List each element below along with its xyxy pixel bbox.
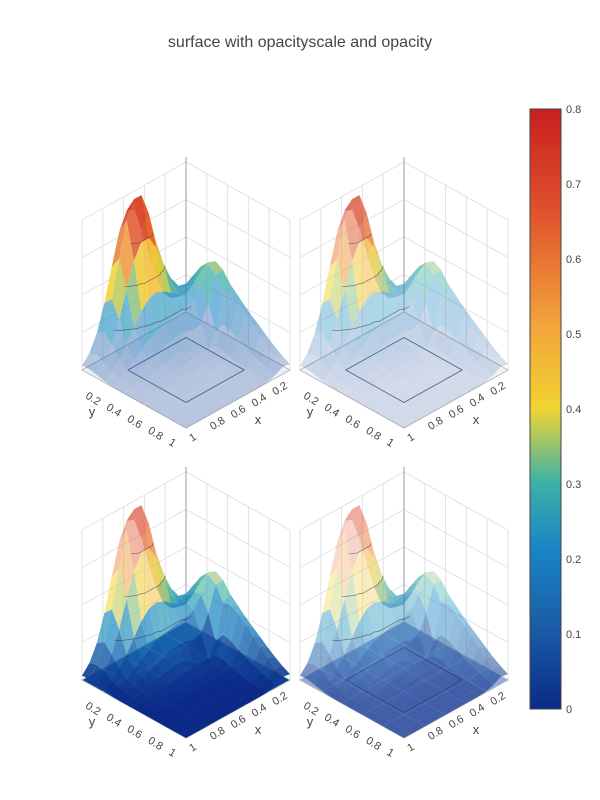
surface-mesh [82, 505, 290, 738]
colorbar-tick-label: 0.3 [566, 479, 581, 491]
colorbar-tick-label: 0.2 [566, 554, 581, 566]
colorbar-gradient [529, 108, 562, 710]
y-axis-title: y [89, 714, 96, 729]
floor-contour [345, 337, 463, 403]
y-tick-label: 0.8 [146, 425, 165, 443]
y-tick-label: 1 [166, 746, 178, 759]
y-axis-title: y [89, 404, 96, 419]
y-tick-label: 0.4 [322, 712, 341, 730]
colorbar-tick-label: 0.6 [566, 254, 581, 266]
y-tick-label: 0.4 [322, 402, 341, 420]
y-tick-label: 0.6 [343, 413, 362, 431]
x-tick-label: 0.6 [447, 403, 466, 421]
y-tick-label: 0.6 [125, 413, 144, 431]
x-tick-label: 0.4 [468, 391, 487, 409]
y-tick-label: 0.8 [364, 425, 383, 443]
x-tick-label: 0.2 [270, 690, 289, 708]
y-tick-label: 0.8 [364, 735, 383, 753]
x-tick-label: 0.2 [488, 690, 507, 708]
y-axis-title: y [307, 404, 314, 419]
x-tick-label: 0.4 [250, 701, 269, 719]
x-tick-label: 0.6 [229, 403, 248, 421]
x-tick-label: 0.6 [229, 713, 248, 731]
y-tick-label: 0.4 [104, 402, 123, 420]
x-axis-title: x [473, 412, 480, 427]
x-tick-label: 0.2 [488, 380, 507, 398]
x-axis-title: x [255, 722, 262, 737]
colorbar-ticks: 0 0.1 0.2 0.3 0.4 0.5 0.6 0.7 0.8 [566, 104, 581, 716]
y-tick-label: 0.6 [343, 723, 362, 741]
x-tick-label: 1 [405, 741, 417, 754]
x-tick-label: 1 [187, 741, 199, 754]
y-tick-label: 0.8 [146, 735, 165, 753]
y-tick-label: 0.4 [104, 712, 123, 730]
x-tick-label: 0.4 [468, 701, 487, 719]
x-tick-label: 0.2 [270, 380, 289, 398]
colorbar: 0 0.1 0.2 0.3 0.4 0.5 0.6 0.7 0.8 [529, 104, 581, 716]
y-tick-label: 1 [166, 436, 178, 449]
x-axis-title: x [473, 722, 480, 737]
x-tick-label: 0.8 [208, 725, 227, 743]
colorbar-tick-label: 0 [566, 704, 572, 716]
surface-mesh [82, 195, 290, 428]
colorbar-tick-label: 0.7 [566, 179, 581, 191]
colorbar-tick-label: 0.5 [566, 329, 581, 341]
surface-mesh [300, 195, 508, 428]
colorbar-tick-label: 0.4 [566, 404, 581, 416]
surface-mesh [300, 505, 508, 738]
x-tick-label: 0.4 [250, 391, 269, 409]
x-tick-label: 0.6 [447, 713, 466, 731]
x-tick-label: 0.8 [426, 415, 445, 433]
x-tick-label: 0.8 [208, 415, 227, 433]
colorbar-tick-label: 0.8 [566, 104, 581, 116]
chart-title: surface with opacityscale and opacity [167, 34, 433, 51]
colorbar-tick-label: 0.1 [566, 629, 581, 641]
y-tick-label: 0.6 [125, 723, 144, 741]
x-tick-label: 1 [187, 431, 199, 444]
surface-floor [80, 311, 292, 429]
surface-floor [298, 311, 510, 429]
y-axis-title: y [307, 714, 314, 729]
x-axis-title: x [255, 412, 262, 427]
x-tick-label: 0.8 [426, 725, 445, 743]
floor-contour [127, 337, 245, 403]
y-tick-label: 1 [384, 436, 396, 449]
x-tick-label: 1 [405, 431, 417, 444]
y-tick-label: 1 [384, 746, 396, 759]
